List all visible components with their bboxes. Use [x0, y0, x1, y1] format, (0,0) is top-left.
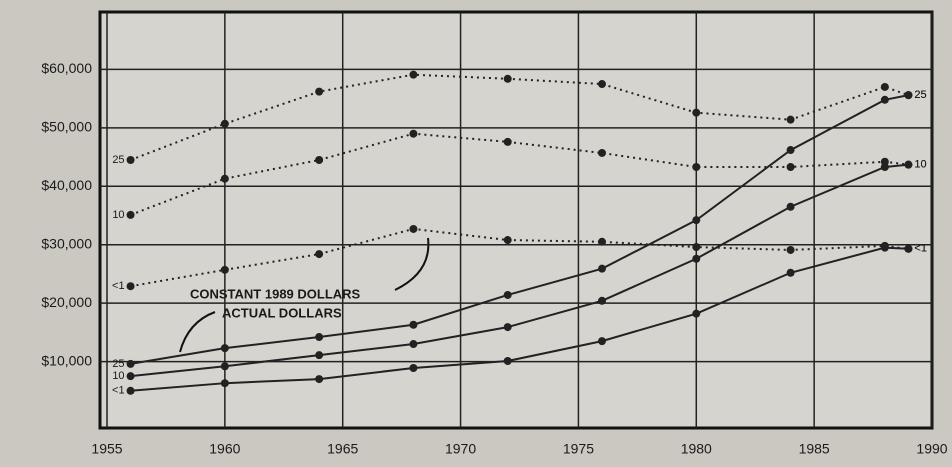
series-label: <1: [112, 385, 125, 397]
point: [503, 74, 512, 83]
series-label: 25: [112, 358, 124, 370]
point: [503, 137, 512, 146]
point: [220, 344, 229, 353]
point: [598, 337, 606, 346]
point: [126, 210, 135, 219]
point: [786, 163, 795, 172]
point: [786, 202, 795, 211]
x-tick-label: 1990: [916, 441, 947, 457]
point: [786, 268, 795, 277]
point: [598, 237, 606, 246]
series-label: 25: [112, 154, 124, 166]
point: [220, 379, 229, 388]
point: [126, 359, 135, 368]
series-label: 10: [112, 370, 124, 382]
point: [315, 351, 324, 360]
point: [126, 372, 135, 381]
line: [130, 227, 909, 288]
point: [409, 129, 418, 138]
line: [130, 73, 909, 161]
point: [315, 87, 324, 96]
y-tick-label: $10,000: [41, 352, 92, 368]
point: [786, 146, 795, 155]
point: [880, 163, 889, 172]
y-tick-label: $30,000: [41, 235, 92, 251]
x-tick-label: 1975: [563, 441, 594, 457]
point: [692, 163, 701, 172]
point: [126, 386, 135, 395]
point: [315, 333, 324, 342]
point: [598, 296, 606, 305]
y-tick-label: $40,000: [41, 177, 92, 193]
point: [598, 148, 606, 157]
point: [503, 290, 512, 299]
y-tick-label: $50,000: [41, 119, 92, 135]
point: [409, 224, 418, 233]
point: [315, 155, 324, 164]
annotation: CONSTANT 1989 DOLLARS: [190, 286, 361, 301]
line: [130, 246, 909, 392]
point: [503, 356, 512, 365]
point: [880, 82, 889, 91]
x-tick-label: 1965: [327, 441, 358, 457]
point: [598, 80, 606, 89]
series-label: <1: [914, 243, 927, 255]
x-tick-label: 1980: [681, 441, 712, 457]
point: [220, 119, 229, 128]
y-tick-label: $20,000: [41, 294, 92, 310]
x-tick-label: 1985: [799, 441, 830, 457]
annotation: ACTUAL DOLLARS: [222, 305, 342, 320]
y-tick-label: $60,000: [41, 60, 92, 76]
x-tick-label: 1955: [91, 441, 122, 457]
point: [315, 375, 324, 384]
arrow: [179, 311, 216, 353]
point: [503, 236, 512, 245]
point: [409, 320, 418, 329]
point: [786, 245, 795, 254]
point: [126, 155, 135, 164]
point: [880, 243, 889, 252]
point: [692, 216, 701, 225]
series-label: <1: [914, 243, 927, 255]
point: [904, 244, 913, 253]
x-tick-label: 1960: [209, 441, 240, 457]
series-label: 25: [914, 89, 926, 101]
line: [130, 163, 909, 378]
point: [692, 108, 701, 117]
series-label: 10: [112, 209, 124, 221]
point: [598, 264, 606, 273]
point: [786, 115, 795, 124]
point: [692, 243, 701, 252]
point: [126, 282, 135, 291]
point: [904, 160, 913, 169]
point: [409, 70, 418, 79]
line: [130, 132, 909, 216]
point: [880, 95, 889, 104]
point: [220, 265, 229, 274]
series-label: 10: [914, 159, 926, 171]
point: [503, 323, 512, 332]
point: [692, 254, 701, 263]
series-label: <1: [112, 280, 125, 292]
x-tick-label: 1970: [445, 441, 476, 457]
series-label: 25: [914, 89, 926, 101]
point: [315, 250, 324, 259]
point: [409, 363, 418, 372]
line: [130, 94, 909, 365]
point: [220, 362, 229, 371]
point: [409, 340, 418, 349]
point: [904, 91, 913, 100]
series-label: 10: [914, 159, 926, 171]
point: [220, 174, 229, 183]
point: [692, 309, 701, 318]
